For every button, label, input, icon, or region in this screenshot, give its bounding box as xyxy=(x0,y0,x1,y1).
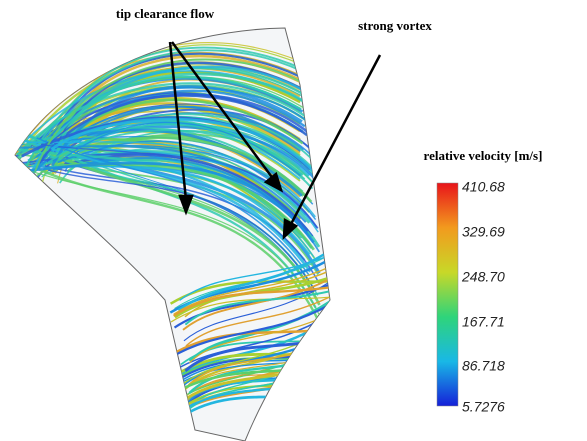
annotation: strong vortex xyxy=(358,18,432,33)
figure: tip clearance flow strong vortex relativ… xyxy=(0,0,587,441)
colorbar-label: 167.71 xyxy=(462,314,505,330)
annotation: tip clearance flow xyxy=(116,6,215,21)
colorbar-label: 5.7276 xyxy=(462,399,505,415)
colorbar-title: relative velocity [m/s] xyxy=(424,148,543,163)
colorbar-label: 410.68 xyxy=(462,179,505,195)
colorbar-label: 248.70 xyxy=(461,269,505,285)
colorbar xyxy=(437,183,458,406)
colorbar-label: 329.69 xyxy=(462,224,505,240)
colorbar-label: 86.718 xyxy=(462,358,505,374)
flow-domain xyxy=(10,28,330,441)
